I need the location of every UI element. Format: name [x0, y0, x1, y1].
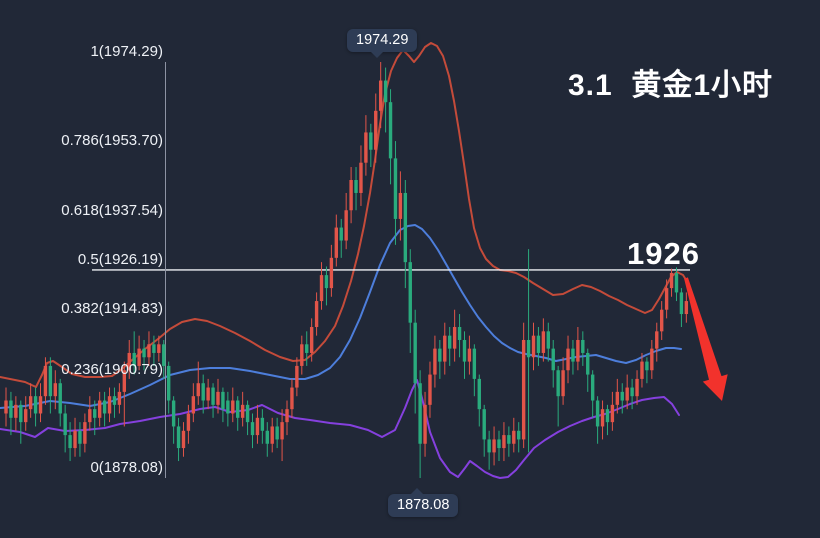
trough-price-badge: 1878.08: [388, 488, 459, 517]
down-arrow-annotation: [684, 277, 728, 401]
fib-level-label: 0.618(1937.54): [61, 201, 163, 219]
page-title: 3.1 黄金1小时: [568, 69, 774, 102]
fib-level-label: 1(1974.29): [90, 43, 163, 60]
middle-band-line: [0, 224, 682, 409]
badge-pointer-down-icon: [370, 51, 384, 58]
fib-level-label: 0.382(1914.83): [61, 300, 163, 318]
fib-level-label: 0.5(1926.19): [77, 250, 163, 268]
candles-layer: [4, 62, 689, 478]
peak-price-badge: 1974.29: [347, 29, 418, 58]
badge-pointer-up-icon: [410, 488, 424, 495]
fib-level-label: 0.786(1953.70): [61, 132, 163, 150]
price-callout: 1926: [627, 236, 700, 271]
fib-level-label: 0(1878.08): [90, 459, 163, 476]
fib-level-label: 0.236(1900.79): [61, 360, 163, 378]
trough-price-badge-label: 1878.08: [397, 497, 450, 513]
peak-price-badge-label: 1974.29: [356, 32, 409, 48]
lower-band-line: [0, 379, 680, 479]
